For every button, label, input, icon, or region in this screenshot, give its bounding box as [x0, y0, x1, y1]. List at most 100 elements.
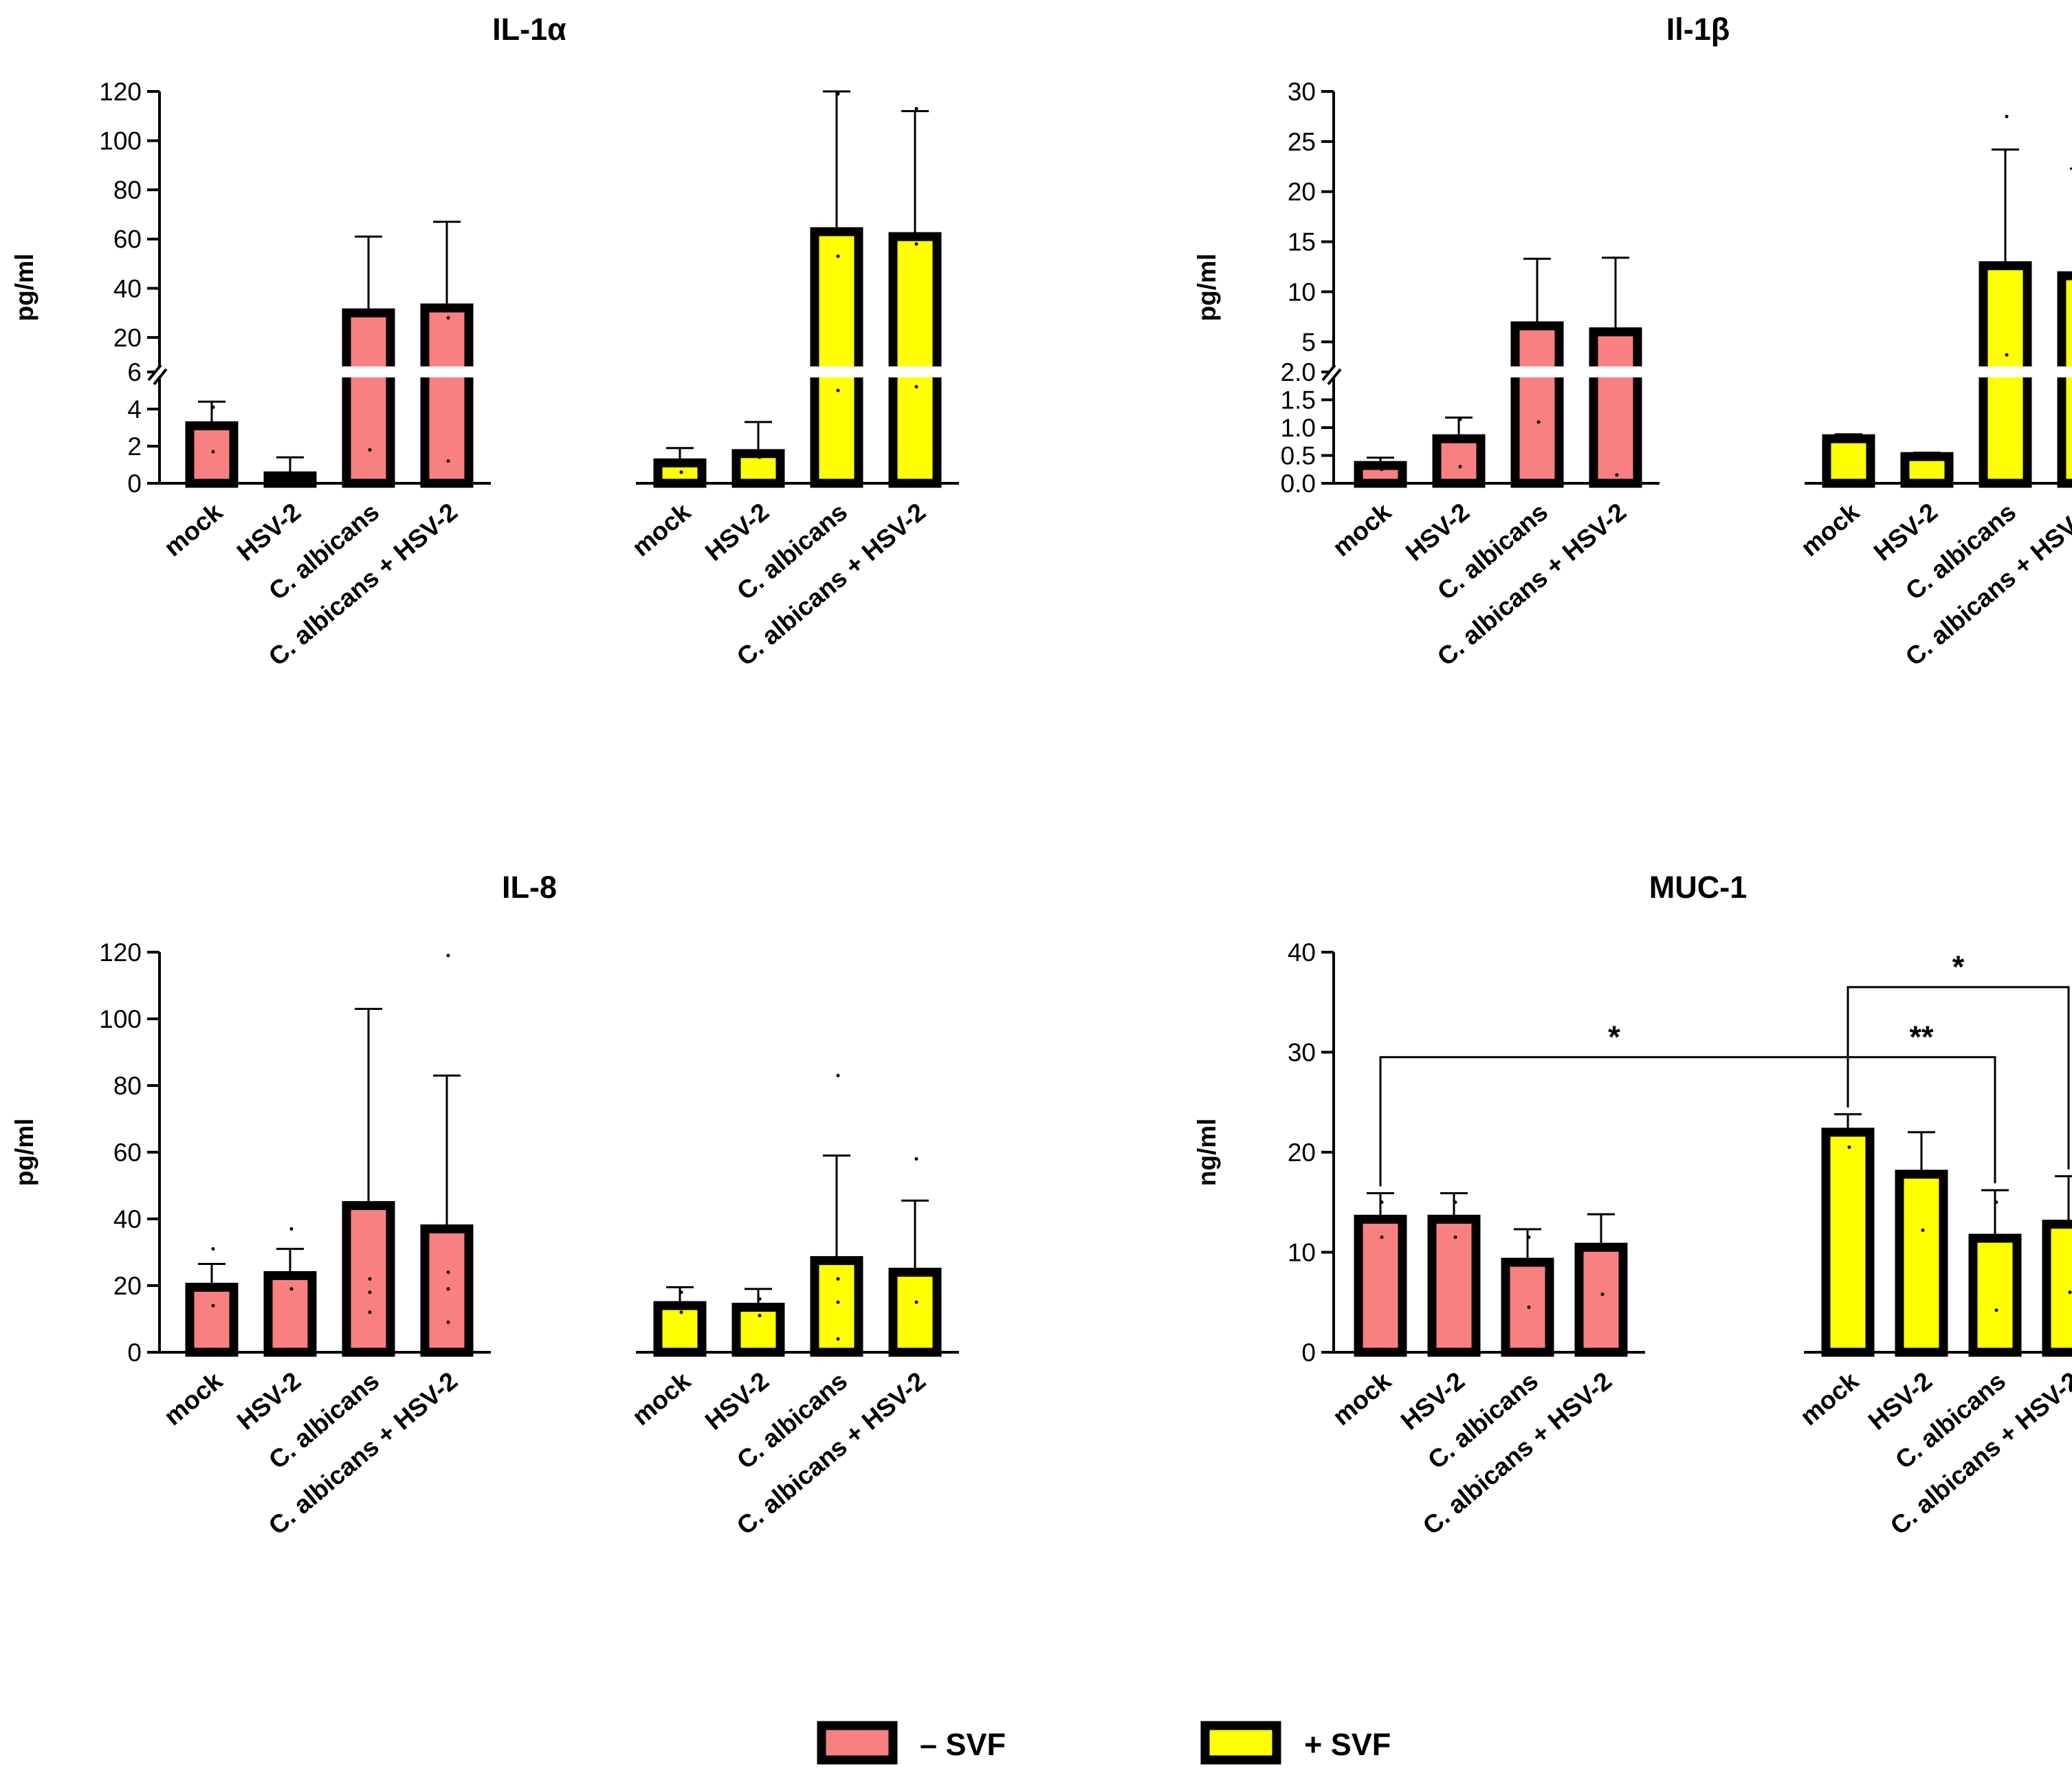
y-axis-label: pg/ml [1193, 254, 1221, 322]
bar-c-albicans-minus-svf [342, 308, 395, 488]
data-point [446, 316, 450, 320]
y-tick-label: 6 [127, 358, 142, 386]
data-point [446, 1270, 450, 1275]
legend-swatch-minus-svf [817, 1721, 898, 1765]
data-point [368, 1290, 372, 1295]
data-point [836, 92, 840, 96]
y-tick-label: 0 [1301, 1339, 1316, 1367]
data-point [1527, 1306, 1531, 1310]
data-point [836, 1337, 840, 1341]
bar-c-albicans-plus-svf [810, 1256, 863, 1357]
data-point [446, 954, 450, 958]
bar-c-albicans-hsv-2-plus-svf [888, 232, 942, 488]
data-point [914, 1157, 918, 1161]
data-point [914, 1300, 918, 1304]
legend-swatch-plus-svf [1200, 1721, 1281, 1765]
data-point [836, 1073, 840, 1077]
x-tick-label: mock [159, 497, 228, 562]
bar-c-albicans-minus-svf [1510, 321, 1564, 488]
axis-break-mark [1327, 368, 1342, 386]
data-point [368, 448, 372, 452]
significance-bracket [1379, 1056, 1849, 1187]
data-point [1994, 1200, 1998, 1204]
significance-bracket [1847, 986, 2070, 1169]
axis-break-band [1330, 366, 2072, 377]
chart-title: MUC-1 [1649, 870, 1748, 905]
x-tick-label: HSV-2 [1869, 498, 1943, 566]
x-tick-label: HSV-2 [232, 498, 306, 566]
bar-c-albicans-plus-svf [810, 227, 863, 488]
data-point [211, 450, 215, 454]
data-point [836, 388, 840, 393]
data-point [2005, 114, 2009, 118]
data-point [1848, 434, 1852, 438]
data-point [758, 1297, 762, 1301]
data-point [1600, 1292, 1605, 1297]
bar-mock-minus-svf [185, 1282, 239, 1357]
data-point [446, 1320, 450, 1324]
y-tick-label: 20 [113, 324, 142, 352]
x-tick-label: mock [159, 1366, 228, 1431]
y-tick-label: 60 [113, 225, 142, 254]
y-tick-label: 30 [1288, 1039, 1316, 1067]
legend: – SVF + SVF [817, 1721, 1391, 1765]
bar-mock-minus-svf [185, 421, 239, 488]
bar-c-albicans-hsv-2-plus-svf [2057, 271, 2072, 488]
data-point [1380, 1200, 1384, 1204]
bar-hsv-2-plus-svf [1900, 452, 1954, 488]
data-point [679, 1290, 683, 1295]
chart-title: Il-1β [1666, 12, 1730, 47]
x-tick-label: mock [1795, 1366, 1864, 1431]
y-tick-label: 20 [1288, 1138, 1316, 1167]
data-point [1536, 420, 1541, 424]
y-tick-label: 100 [99, 127, 142, 155]
x-tick-label: mock [1796, 497, 1865, 562]
x-tick-label: mock [627, 497, 696, 562]
bar-c-albicans-hsv-2-minus-svf [1589, 327, 1642, 488]
bar-c-albicans-hsv-2-minus-svf [420, 303, 474, 488]
y-tick-label: 20 [113, 1272, 142, 1300]
data-point [679, 1310, 683, 1314]
y-tick-label: 40 [113, 1205, 142, 1233]
bar-mock-minus-svf [1354, 461, 1407, 488]
data-point [758, 455, 762, 459]
bar-c-albicans-plus-svf [1968, 1233, 2022, 1357]
data-point [289, 1287, 294, 1291]
axis-break-mark [1321, 364, 1336, 382]
data-point [1994, 1308, 1998, 1312]
y-tick-label: 0.5 [1281, 442, 1316, 470]
data-point [211, 405, 215, 409]
bar-hsv-2-minus-svf [263, 1270, 317, 1357]
data-point [211, 1303, 215, 1308]
y-tick-label: 60 [113, 1138, 142, 1167]
x-tick-label: HSV-2 [700, 1367, 774, 1435]
y-tick-label: 2 [127, 432, 142, 461]
bar-hsv-2-minus-svf [1432, 434, 1486, 488]
x-tick-label: HSV-2 [1400, 498, 1475, 566]
y-tick-label: 4 [127, 395, 142, 423]
data-point [1926, 454, 1930, 457]
data-point [211, 1247, 215, 1251]
y-tick-label: 120 [99, 938, 142, 967]
data-point [446, 459, 450, 463]
data-point [1453, 1235, 1457, 1240]
y-tick-label: 1.5 [1281, 386, 1316, 415]
data-point [1921, 1228, 1925, 1232]
data-point [1527, 1235, 1531, 1240]
bar-hsv-2-plus-svf [731, 449, 785, 488]
bar-c-albicans-hsv-2-minus-svf [420, 1224, 474, 1357]
data-point [1615, 473, 1619, 477]
data-point [289, 1227, 294, 1231]
data-point [2068, 1290, 2072, 1295]
data-point [758, 1314, 762, 1318]
y-axis-label: pg/ml [10, 254, 38, 322]
y-tick-label: 40 [1288, 938, 1316, 967]
y-tick-label: 30 [1288, 78, 1316, 106]
data-point [1380, 467, 1384, 472]
y-tick-label: 2.0 [1281, 358, 1316, 386]
bar-c-albicans-hsv-2-plus-svf [2042, 1220, 2072, 1357]
bar-c-albicans-hsv-2-minus-svf [1574, 1242, 1628, 1357]
